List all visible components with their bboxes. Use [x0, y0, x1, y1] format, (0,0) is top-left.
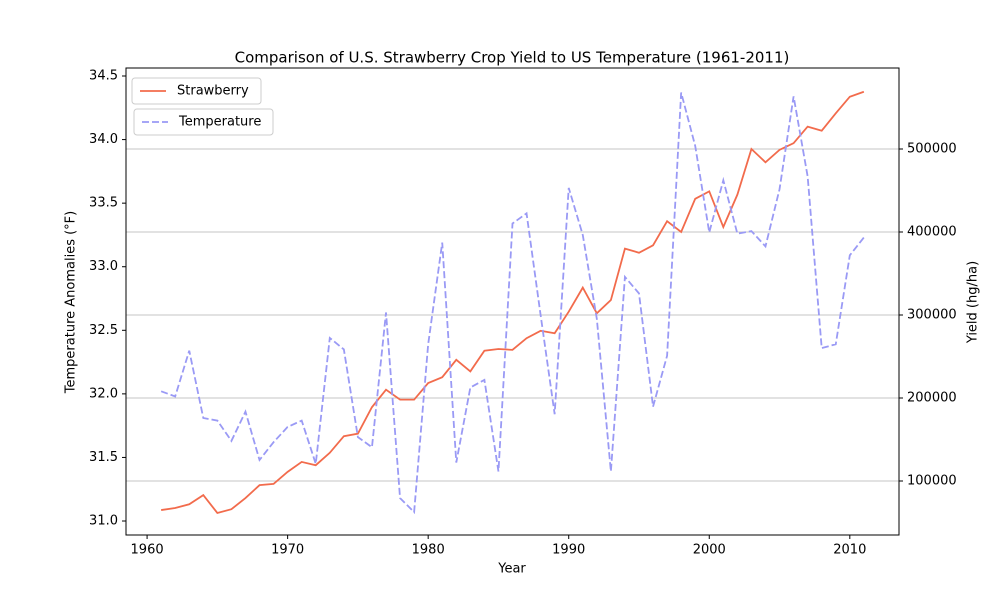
y-tick-label: 32.0	[89, 386, 118, 401]
legend-label: Temperature	[178, 115, 261, 130]
y2-axis-label: Yield (hg/ha)	[966, 261, 981, 344]
x-tick-label: 2010	[833, 543, 866, 558]
x-tick-label: 2000	[693, 543, 726, 558]
y-axis-label: Temperature Anomalies (°F)	[64, 211, 79, 394]
x-tick-label: 1980	[412, 543, 445, 558]
legend-box	[131, 77, 262, 105]
y-tick-label: 34.0	[89, 132, 118, 147]
y-tick-label: 34.5	[89, 69, 118, 84]
y-tick-label: 33.5	[89, 196, 118, 211]
y2-tick-label: 200000	[907, 391, 957, 406]
y-tick-label: 31.0	[89, 514, 118, 529]
y2-tick-label: 500000	[907, 142, 957, 157]
x-tick-label: 1960	[131, 543, 164, 558]
chart-title: Comparison of U.S. Strawberry Crop Yield…	[235, 49, 790, 67]
y-tick-label: 33.0	[89, 259, 118, 274]
plot-frame	[125, 67, 900, 536]
legend-label: Strawberry	[177, 84, 249, 99]
series-line	[161, 90, 865, 514]
y-tick-label: 32.5	[89, 323, 118, 338]
x-tick-label: 1970	[271, 543, 304, 558]
x-tick-label: 1990	[552, 543, 585, 558]
y-tick-label: 31.5	[89, 450, 118, 465]
y2-tick-label: 100000	[907, 474, 957, 489]
legend-box	[133, 108, 274, 136]
x-axis-label: Year	[497, 562, 526, 577]
series-line	[160, 92, 865, 515]
y2-tick-label: 400000	[907, 225, 957, 240]
y2-tick-label: 300000	[907, 308, 957, 323]
